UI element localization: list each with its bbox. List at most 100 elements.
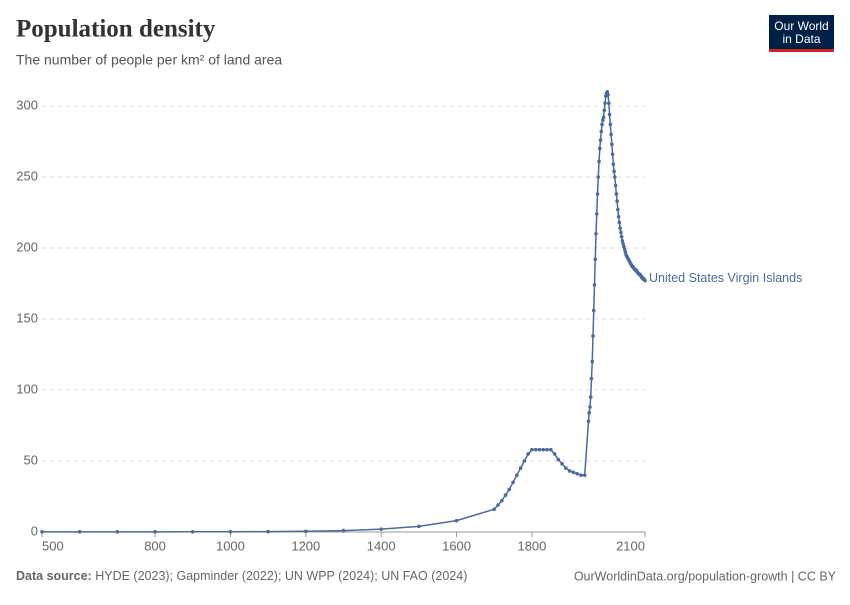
x-tick-label: 500: [42, 538, 64, 553]
source-label: Data source:: [16, 569, 92, 583]
point: [610, 142, 614, 147]
point: [592, 283, 597, 287]
point: [600, 118, 605, 122]
point: [77, 530, 82, 534]
logo-text: Our World: [774, 19, 828, 33]
point: [341, 528, 346, 533]
source-text: HYDE (2023); Gapminder (2022); UN WPP (2…: [95, 569, 467, 583]
point: [115, 530, 120, 534]
x-tick-label: 800: [144, 538, 166, 553]
x-tick-label: 1600: [442, 538, 471, 553]
point: [564, 466, 568, 470]
point: [454, 518, 459, 523]
point: [417, 524, 421, 529]
point: [589, 376, 594, 381]
point: [597, 146, 602, 151]
point: [556, 457, 561, 462]
point: [304, 529, 308, 534]
point: [595, 192, 600, 196]
point: [617, 220, 622, 225]
point: [588, 405, 592, 409]
point: [582, 473, 587, 478]
point: [190, 529, 195, 534]
point: [511, 480, 515, 485]
point: [545, 447, 549, 452]
point: [623, 250, 628, 255]
y-tick-label: 300: [16, 97, 38, 112]
point: [588, 395, 593, 399]
point: [610, 152, 615, 157]
point: [607, 112, 612, 117]
url[interactable]: OurWorldinData.org/population-growth | C…: [574, 569, 837, 583]
point: [598, 138, 603, 142]
point: [533, 447, 538, 452]
point: [541, 447, 546, 452]
point: [620, 239, 625, 243]
point: [615, 199, 619, 203]
point: [522, 459, 527, 463]
source: Data source: HYDE (2023); Gapminder (202…: [16, 569, 467, 583]
point: [619, 234, 624, 239]
x-tick-label: 2100: [616, 538, 645, 553]
chart-title: Population density: [16, 16, 216, 43]
point: [590, 359, 595, 364]
point: [567, 469, 572, 473]
point: [619, 230, 623, 235]
point: [228, 529, 233, 534]
logo-bar: [769, 49, 834, 52]
y-tick-label: 150: [16, 310, 38, 325]
point: [515, 473, 519, 478]
point: [618, 226, 622, 230]
chart-subtitle: The number of people per km² of land are…: [16, 52, 282, 68]
point: [612, 169, 616, 174]
series-line: [42, 89, 646, 533]
point: [591, 334, 595, 338]
logo[interactable]: Our World in Data: [769, 15, 834, 52]
point: [616, 207, 620, 212]
point: [603, 101, 607, 105]
point: [616, 214, 621, 219]
point: [643, 278, 647, 283]
y-tick-label: 100: [16, 381, 38, 396]
point: [593, 257, 598, 262]
y-tick-label: 50: [24, 452, 38, 467]
point: [492, 507, 497, 512]
point: [560, 462, 564, 466]
x-tick-label: 1400: [367, 538, 396, 553]
point: [600, 122, 604, 127]
point: [537, 447, 542, 452]
point: [586, 419, 591, 424]
point: [548, 447, 553, 452]
point: [266, 529, 270, 534]
y-tick-label: 200: [16, 239, 38, 254]
point: [614, 192, 619, 196]
point: [608, 122, 613, 127]
x-tick-label: 1200: [291, 538, 320, 553]
point: [552, 452, 557, 456]
point: [153, 530, 157, 534]
point: [605, 90, 610, 94]
point: [379, 527, 383, 531]
point: [591, 308, 596, 313]
point: [597, 159, 601, 164]
point: [601, 115, 606, 120]
point: [526, 452, 530, 456]
point: [594, 212, 599, 216]
point: [40, 530, 44, 534]
point: [571, 470, 576, 475]
y-tick-label: 0: [31, 523, 38, 538]
point: [587, 410, 592, 415]
point: [503, 493, 508, 497]
x-tick-label: 1000: [216, 538, 245, 553]
logo-box: [769, 15, 834, 52]
point: [613, 175, 617, 179]
point: [607, 101, 611, 105]
point: [499, 498, 504, 503]
point: [602, 108, 607, 113]
point: [575, 471, 579, 476]
point: [606, 92, 610, 97]
point: [613, 183, 618, 188]
point: [596, 175, 601, 179]
point: [611, 162, 616, 167]
